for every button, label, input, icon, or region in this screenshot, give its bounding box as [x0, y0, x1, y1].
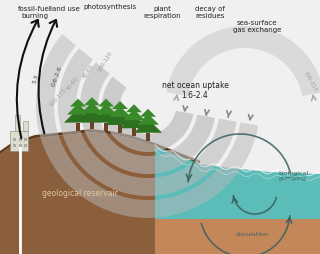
Polygon shape — [112, 101, 128, 109]
Bar — [19, 138, 22, 141]
Polygon shape — [155, 219, 320, 254]
Polygon shape — [166, 26, 320, 96]
Bar — [104, 123, 108, 131]
Polygon shape — [123, 109, 145, 120]
Polygon shape — [58, 48, 236, 196]
Text: biological
pumping: biological pumping — [278, 171, 308, 181]
Polygon shape — [134, 119, 162, 133]
Polygon shape — [140, 109, 156, 117]
Bar — [24, 138, 27, 141]
Text: geological reservair: geological reservair — [42, 189, 118, 198]
Polygon shape — [109, 106, 131, 117]
Text: decay of
residues: decay of residues — [195, 6, 225, 19]
Bar — [15, 115, 20, 131]
Polygon shape — [137, 114, 159, 125]
Bar — [13, 144, 16, 147]
Polygon shape — [92, 109, 120, 123]
Polygon shape — [84, 97, 100, 105]
Text: plant
respiration: plant respiration — [143, 6, 181, 19]
Polygon shape — [64, 109, 92, 123]
Text: photosynthesis: photosynthesis — [84, 4, 137, 10]
Polygon shape — [0, 129, 200, 164]
Bar — [132, 128, 136, 136]
Bar — [13, 138, 16, 141]
Text: 100-115: 100-115 — [48, 87, 68, 107]
Polygon shape — [80, 62, 215, 174]
Polygon shape — [126, 104, 142, 112]
Bar — [24, 144, 27, 147]
Bar — [146, 133, 150, 141]
Bar — [76, 123, 80, 131]
Text: 40-60: 40-60 — [81, 64, 95, 80]
Polygon shape — [98, 99, 114, 107]
FancyArrowPatch shape — [17, 20, 39, 138]
Bar — [23, 121, 28, 131]
Text: 5.3: 5.3 — [32, 73, 40, 84]
Text: 0.6-2.6: 0.6-2.6 — [51, 65, 63, 87]
Polygon shape — [155, 146, 320, 254]
Bar — [10, 131, 28, 151]
Bar — [19, 144, 22, 147]
Polygon shape — [81, 102, 103, 113]
FancyArrowPatch shape — [38, 20, 57, 133]
Text: sea-surface
gas exchange: sea-surface gas exchange — [233, 20, 281, 33]
Polygon shape — [102, 76, 193, 152]
Text: land use: land use — [50, 6, 80, 12]
Bar — [90, 121, 94, 129]
Text: 100-115: 100-115 — [302, 70, 318, 92]
Polygon shape — [120, 114, 148, 128]
Polygon shape — [36, 34, 258, 218]
Polygon shape — [106, 111, 134, 125]
Polygon shape — [0, 132, 200, 254]
Text: 50-60: 50-60 — [65, 76, 79, 92]
Text: fossil-fuel
burning: fossil-fuel burning — [18, 6, 52, 19]
Text: net ocean uptake
1.6-2.4: net ocean uptake 1.6-2.4 — [162, 81, 228, 100]
Polygon shape — [78, 107, 106, 121]
Text: circulation: circulation — [236, 231, 268, 236]
Polygon shape — [70, 99, 86, 107]
Polygon shape — [95, 104, 117, 115]
Bar — [118, 125, 122, 133]
Polygon shape — [67, 104, 89, 115]
Text: 100-120: 100-120 — [97, 50, 113, 72]
